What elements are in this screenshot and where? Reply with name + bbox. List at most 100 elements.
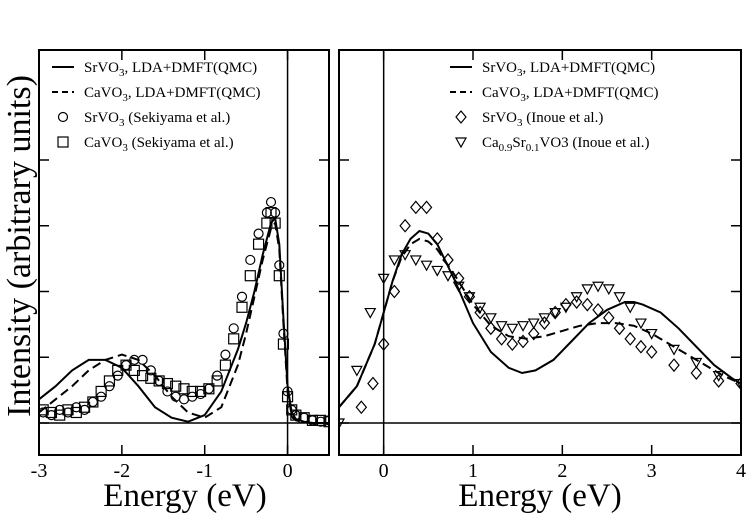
right-series-3-point [409, 255, 422, 267]
left-series-3-point [219, 359, 232, 371]
right-series-3-point [527, 318, 540, 330]
left-legend-entry: CaVO3, LDA+DMFT(QMC) [52, 85, 260, 104]
right-ticks: 0 1 2 3 4 [339, 50, 746, 482]
left-panel: -3 -2 -1 0 Energy (eV) SrVO3, LDA+DMFT(QMC)… [31, 49, 330, 514]
left-series-3-point [273, 270, 285, 282]
left-series-3-point [170, 380, 182, 392]
left-series-3-point [281, 391, 294, 403]
right-series-2-point [442, 253, 454, 267]
right-legend-label: SrVO3, LDA+DMFT(QMC) [482, 60, 655, 79]
left-series-3-point [95, 385, 107, 398]
right-series-3-point [570, 292, 583, 303]
right-series-3-point [690, 357, 703, 369]
right-series-line-1 [339, 237, 741, 408]
right-series-3-point [474, 302, 487, 314]
right-series-3-point [495, 321, 508, 332]
right-legend-entry: SrVO3, LDA+DMFT(QMC) [450, 60, 655, 79]
left-series-3-point [277, 338, 290, 350]
right-series-2-point [420, 200, 433, 215]
right-series-2-point [495, 331, 508, 346]
right-series-2-point [592, 302, 604, 317]
left-series-2-point [236, 291, 248, 302]
left-series-3-point [269, 217, 281, 229]
left-series-3-point [315, 414, 327, 426]
right-series-3-point [350, 365, 363, 377]
right-series-3-point [364, 307, 377, 319]
right-series-3-point [484, 313, 497, 325]
right-legend-marker [455, 110, 467, 124]
right-legend-label: SrVO3 (Inoue et al.) [482, 110, 603, 129]
right-series-3-point [734, 378, 741, 390]
left-series-2-point [253, 228, 264, 239]
right-series-2-point [690, 366, 703, 380]
right-x-tick-label: 1 [468, 460, 478, 482]
left-series-2-point [274, 260, 285, 271]
right-x-tick-label: 2 [557, 460, 567, 482]
left-series-2-point [245, 254, 256, 266]
left-series-3-point [39, 404, 49, 416]
left-series-2-point [278, 328, 289, 339]
left-legend-marker [57, 136, 69, 148]
right-plot-area [339, 50, 741, 455]
y-axis-label: Intensity (arbitrary units) [1, 75, 38, 417]
right-series-2-point [517, 334, 529, 349]
left-series-line-0 [39, 215, 329, 424]
right-series-2-point [367, 376, 379, 391]
left-series-3-point [228, 333, 240, 345]
left-x-tick-label: -1 [196, 460, 213, 482]
left-legend-label: SrVO3 (Sekiyama et al.) [84, 110, 230, 129]
left-series-3-point [236, 301, 248, 313]
right-series-2-point [570, 295, 583, 309]
right-series-group [339, 50, 741, 455]
left-series-3-point [62, 404, 74, 416]
left-series-3-point [252, 238, 265, 250]
right-series-2-point [399, 218, 411, 233]
right-panel: 0 1 2 3 4 Energy (eV) SrVO3, LDA+DMFT(QMC) Ca… [338, 49, 746, 514]
left-series-3-point [45, 406, 58, 419]
right-series-2-point [388, 284, 401, 299]
right-x-tick-label: 4 [736, 460, 746, 482]
left-series-3-point [211, 375, 223, 387]
left-series-3-point [298, 412, 310, 424]
right-series-3-point [624, 302, 637, 314]
right-series-2-point [668, 358, 680, 373]
right-series-3-point [431, 265, 444, 277]
right-series-3-point [602, 284, 615, 296]
right-series-2-point [410, 200, 422, 215]
right-series-3-point [388, 255, 401, 267]
left-x-tick-label: -3 [31, 460, 48, 482]
right-series-3-point [441, 271, 455, 282]
right-series-2-point [645, 345, 658, 359]
right-x-axis-label: Energy (eV) [458, 478, 621, 514]
right-series-3-point [645, 328, 658, 340]
right-series-2-point [355, 400, 368, 415]
right-series-2-point [603, 310, 615, 325]
left-series-2-point [261, 207, 272, 218]
right-series-2-point [613, 321, 626, 336]
left-series-3-point [87, 396, 99, 408]
right-series-3-point [538, 313, 551, 325]
left-legend-label: SrVO3, LDA+DMFT(QMC) [84, 60, 257, 79]
left-series-2-point [270, 207, 281, 218]
left-ticks: -3 -2 -1 0 [31, 50, 329, 482]
left-legend-label: CaVO3, LDA+DMFT(QMC) [84, 85, 260, 104]
right-series-2-point [581, 297, 594, 312]
right-series-3-point [592, 281, 605, 293]
right-series-2-point [635, 339, 647, 354]
left-series-2-point [265, 196, 277, 208]
left-series-2-point [137, 354, 148, 365]
right-series-2-point [506, 337, 519, 352]
right-series-line-0 [339, 229, 741, 408]
right-series-2-point [474, 305, 486, 320]
right-legend-label: CaVO3, LDA+DMFT(QMC) [482, 85, 658, 104]
left-series-2-point [220, 349, 231, 360]
left-x-axis-label: Energy (eV) [103, 478, 266, 514]
right-series-2-point [377, 337, 390, 352]
right-series-3-point [559, 302, 572, 314]
left-legend-entry: CaVO3 (Sekiyama et al.) [57, 135, 234, 154]
left-series-group [39, 50, 329, 455]
right-series-3-point [517, 321, 530, 332]
right-legend-entry: CaVO3, LDA+DMFT(QMC) [450, 85, 658, 104]
right-series-3-point [581, 284, 594, 296]
